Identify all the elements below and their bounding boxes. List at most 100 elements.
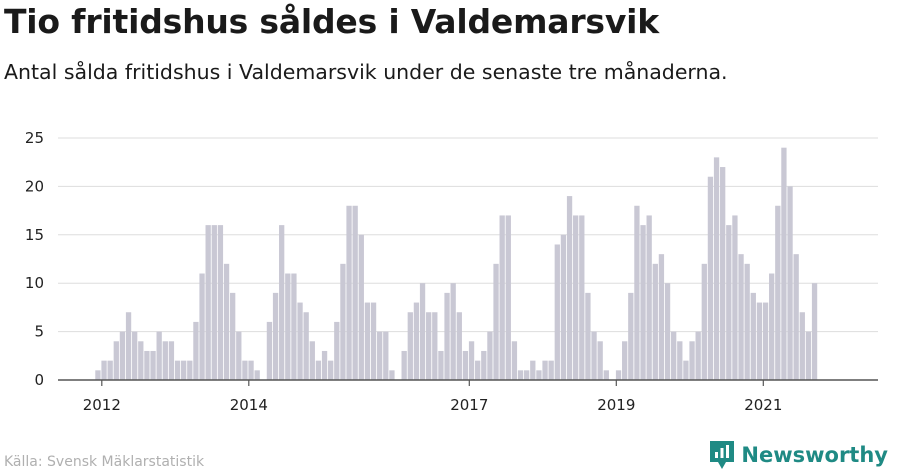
chart-title: Tio fritidshus såldes i Valdemarsvik bbox=[4, 2, 660, 41]
bar bbox=[487, 331, 493, 380]
bar bbox=[438, 350, 444, 380]
bar bbox=[481, 350, 487, 380]
bar bbox=[413, 302, 420, 380]
bar bbox=[364, 302, 371, 380]
bar bbox=[530, 360, 536, 380]
bar bbox=[493, 263, 499, 380]
y-tick-label: 0 bbox=[34, 371, 44, 389]
bar bbox=[456, 312, 462, 380]
bar bbox=[230, 292, 236, 380]
bar bbox=[450, 283, 456, 380]
newsworthy-logo[interactable]: Newsworthy bbox=[709, 440, 888, 470]
bar bbox=[524, 370, 530, 380]
bar bbox=[309, 341, 315, 380]
bar bbox=[107, 360, 113, 380]
brand-name: Newsworthy bbox=[741, 443, 888, 467]
bar bbox=[597, 341, 603, 380]
bar bbox=[511, 341, 518, 380]
bar bbox=[468, 341, 475, 380]
bar bbox=[775, 205, 781, 380]
bar bbox=[352, 205, 358, 380]
bar bbox=[811, 283, 818, 380]
y-tick-label: 25 bbox=[25, 129, 44, 147]
bar bbox=[707, 176, 714, 380]
bar bbox=[566, 196, 573, 380]
bar bbox=[101, 360, 107, 380]
bar bbox=[236, 331, 242, 380]
bar bbox=[713, 157, 720, 380]
x-tick-label: 2017 bbox=[450, 396, 488, 414]
bar bbox=[144, 350, 150, 380]
bar bbox=[793, 254, 799, 380]
bar bbox=[671, 331, 677, 380]
chart-subtitle: Antal sålda fritidshus i Valdemarsvik un… bbox=[4, 60, 728, 84]
bar bbox=[462, 350, 469, 380]
bar bbox=[138, 341, 144, 380]
bar bbox=[156, 331, 162, 380]
bar bbox=[554, 244, 560, 380]
bar bbox=[646, 215, 652, 380]
bar bbox=[419, 283, 426, 380]
bar bbox=[622, 341, 628, 380]
bar bbox=[560, 234, 567, 380]
bar bbox=[591, 331, 597, 380]
x-axis-ticks: 2012 2014 2017 2019 2021 bbox=[83, 380, 782, 414]
bar bbox=[211, 225, 217, 380]
bar bbox=[407, 312, 413, 380]
bar bbox=[174, 360, 181, 380]
bar bbox=[701, 263, 707, 380]
bar bbox=[291, 273, 297, 380]
x-tick-label: 2012 bbox=[83, 396, 121, 414]
bar bbox=[517, 370, 524, 380]
bar bbox=[573, 215, 579, 380]
bar bbox=[285, 273, 291, 380]
bar bbox=[132, 331, 138, 380]
bar bbox=[426, 312, 432, 380]
bar bbox=[401, 350, 407, 380]
y-tick-label: 20 bbox=[25, 177, 44, 195]
x-tick-label: 2021 bbox=[744, 396, 782, 414]
y-tick-label: 15 bbox=[25, 226, 44, 244]
bar bbox=[181, 360, 187, 380]
bar bbox=[732, 215, 738, 380]
bar bbox=[162, 341, 168, 380]
y-axis-ticks: 0 5 10 15 20 25 bbox=[25, 129, 44, 389]
bar bbox=[628, 292, 634, 380]
bar bbox=[334, 321, 340, 380]
bar bbox=[389, 370, 395, 380]
bar bbox=[370, 302, 377, 380]
bar bbox=[652, 263, 658, 380]
bar bbox=[762, 302, 769, 380]
bar bbox=[750, 292, 756, 380]
bar bbox=[248, 360, 254, 380]
bar bbox=[223, 263, 230, 380]
bar bbox=[205, 225, 211, 380]
bar bbox=[536, 370, 542, 380]
bar bbox=[125, 312, 132, 380]
bar bbox=[383, 331, 389, 380]
bar bbox=[615, 370, 622, 380]
bar bbox=[346, 205, 352, 380]
bar bbox=[738, 254, 744, 380]
bar bbox=[726, 225, 732, 380]
highlight-value-label: 10 bbox=[810, 0, 832, 5]
bar bbox=[95, 370, 101, 380]
bar bbox=[603, 370, 609, 380]
bar bbox=[579, 215, 585, 380]
bar bbox=[187, 360, 193, 380]
x-tick-label: 2019 bbox=[597, 396, 635, 414]
bar bbox=[542, 360, 548, 380]
bar bbox=[499, 215, 505, 380]
bar bbox=[279, 225, 285, 380]
bar bbox=[272, 292, 279, 380]
bar bbox=[340, 263, 346, 380]
bar bbox=[720, 167, 726, 380]
bar bbox=[242, 360, 248, 380]
bar bbox=[787, 186, 793, 380]
bar bbox=[199, 273, 205, 380]
bar bbox=[658, 254, 665, 380]
bar bbox=[321, 350, 328, 380]
bar bbox=[168, 341, 175, 380]
bar bbox=[769, 273, 775, 380]
